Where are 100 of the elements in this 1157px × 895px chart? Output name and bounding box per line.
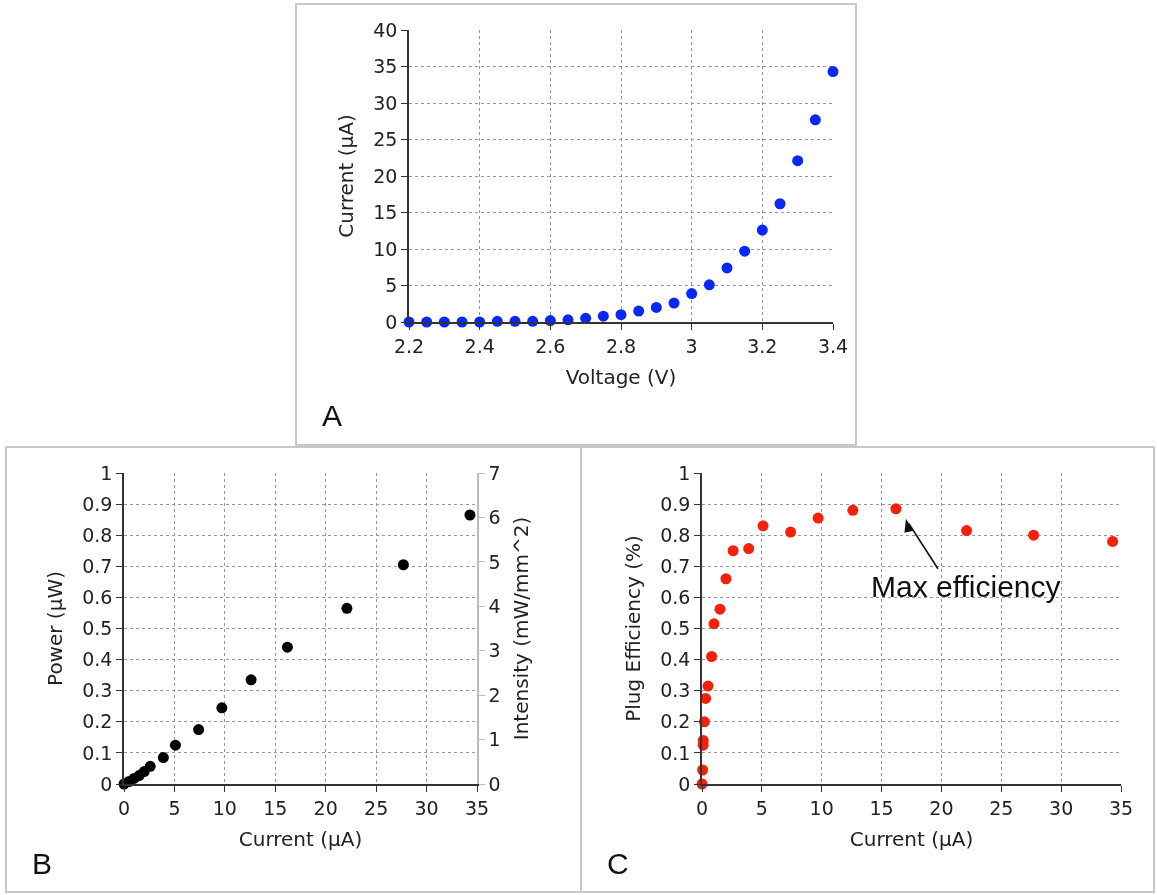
y-tick-label: 0.2 [660,710,691,733]
point [721,262,733,274]
point [714,603,726,615]
y-axis-title: Plug Efficiency (%) [621,535,646,722]
point [245,674,257,686]
x-tick-label: 0 [695,796,709,819]
x-tick-label: 20 [929,796,954,819]
point [597,310,609,322]
x-tick-label: 0 [117,796,131,819]
y-tick-label: 10 [373,237,398,260]
point [720,573,732,585]
x-tick-label: 25 [989,796,1014,819]
y-tick-label: 30 [373,91,398,114]
point [144,760,156,772]
point [785,526,797,538]
point [169,739,181,751]
point [668,297,680,309]
y-tick-label: 0.6 [82,586,113,609]
y-tick-label: 0 [385,310,398,333]
text: A [322,399,343,432]
x-tick-label: 3.4 [817,334,849,357]
point [890,503,902,515]
y-axis-title: Power (µW) [43,571,68,686]
y-axis-title: Current (µA) [334,114,359,238]
point [281,641,293,653]
x-tick-label: 2.6 [535,334,566,357]
point [961,525,973,537]
y-tick-label: 0.2 [82,710,113,733]
point [774,198,786,210]
x-tick-label: 3.2 [747,334,778,357]
point [756,224,768,236]
point [157,752,169,764]
annotation: Max efficiency [871,570,1061,603]
y-tick-label: 0.6 [660,586,691,609]
x-tick-label: 2.2 [393,334,425,357]
y2-tick-label: 5 [488,550,501,573]
point [847,504,859,516]
point [702,680,714,692]
y-tick-label: 20 [373,164,398,187]
y2-tick-label: 4 [488,594,501,617]
x-tick-label: 30 [1049,796,1074,819]
x-tick-label: 20 [313,796,338,819]
y2-tick-label: 6 [488,506,501,529]
point [703,279,715,291]
y2-tick-label: 3 [488,639,501,662]
y-tick-label: 25 [373,128,398,151]
y-tick-label: 0.9 [82,492,113,515]
x-tick-label: 35 [1108,796,1134,819]
point [809,114,821,126]
y-tick-label: 35 [373,55,398,78]
point [739,245,751,257]
point [397,559,409,571]
point [216,702,228,714]
y-tick-label: 0 [100,772,113,795]
x-tick-label: 5 [755,796,768,819]
y-tick-label: 0.8 [82,523,113,546]
point [792,155,804,167]
x-tick-label: 3 [685,334,698,357]
text: C [607,847,629,880]
y2-axis-title: Intensity (mW/mm^2) [508,516,533,741]
y-tick-label: 15 [373,201,398,224]
y2-tick-label: 1 [488,728,501,751]
x-tick-label: 2.4 [464,334,495,357]
text: B [32,847,53,880]
point [686,288,698,300]
x-tick-label: 15 [263,796,288,819]
point [341,602,353,614]
point [743,543,755,555]
x-tick-label: 35 [464,796,490,819]
point [812,512,824,524]
point [708,618,720,630]
x-tick-label: 30 [414,796,439,819]
y2-tick-label: 2 [488,683,501,706]
y-tick-label: 0.1 [82,741,113,764]
point [706,650,718,662]
y-tick-label: 0.5 [82,617,113,640]
x-tick-label: 15 [869,796,894,819]
y-tick-label: 0 [678,772,691,795]
point [464,509,476,521]
x-axis-title: Current (µA) [849,826,974,851]
x-tick-label: 10 [809,796,834,819]
y-tick-label: 0.4 [660,648,691,671]
x-tick-label: 5 [168,796,181,819]
x-axis-title: Current (µA) [238,826,363,851]
y-tick-label: 0.7 [82,554,113,577]
y-tick-label: 0.1 [660,741,691,764]
x-axis-title: Voltage (V) [565,364,677,389]
point [757,520,769,532]
x-tick-label: 2.8 [605,334,637,357]
y-tick-label: 0.5 [660,617,691,640]
y-tick-label: 0.4 [82,648,113,671]
y-tick-label: 1 [100,461,113,484]
y-tick-label: 0.3 [82,679,113,702]
point [1107,535,1119,547]
point [650,301,662,313]
point [615,309,627,321]
point [827,66,839,78]
y-tick-label: 40 [373,18,398,41]
point [727,545,739,557]
x-tick-label: 10 [212,796,237,819]
